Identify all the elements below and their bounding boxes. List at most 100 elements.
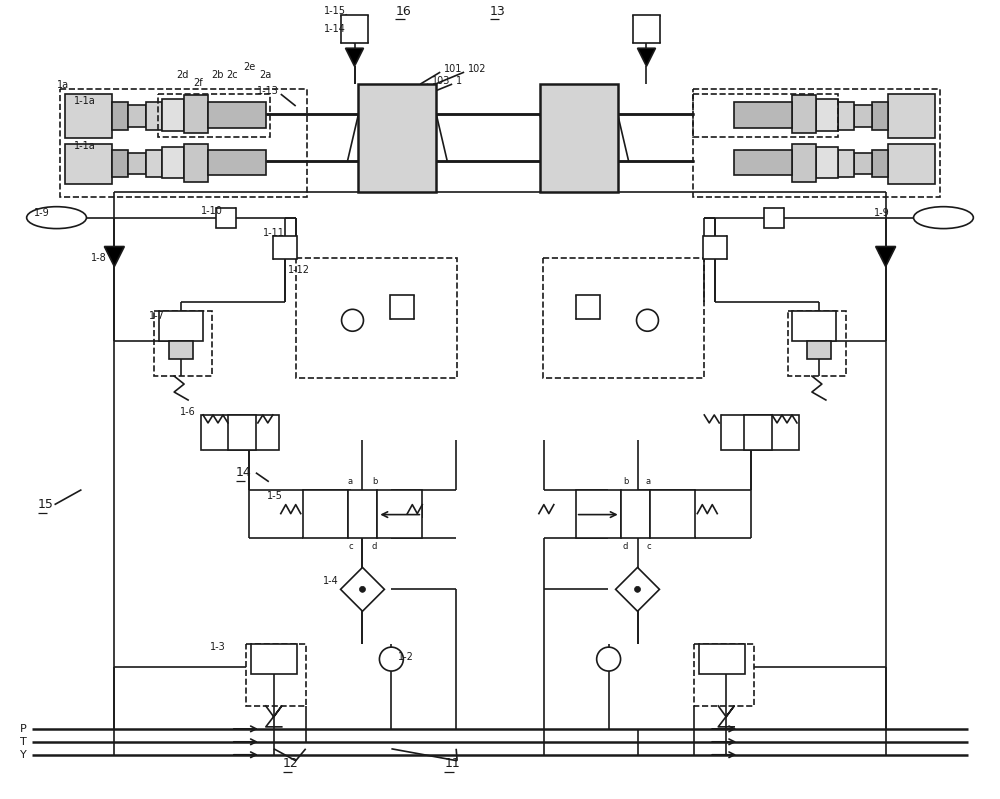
Bar [744, 415, 772, 450]
Text: 1-1a: 1-1a [73, 141, 95, 151]
Bar [65, 94, 112, 138]
Bar [792, 312, 836, 341]
Bar [872, 150, 888, 177]
Bar [816, 147, 838, 177]
Bar [169, 341, 193, 359]
Bar [162, 147, 184, 177]
Bar [60, 89, 307, 197]
Bar [358, 84, 436, 192]
Text: 2f: 2f [193, 78, 203, 88]
Text: 1-4: 1-4 [323, 576, 339, 586]
Bar [693, 94, 838, 137]
Polygon shape [876, 247, 896, 266]
Bar [703, 236, 727, 260]
Bar [112, 102, 128, 130]
Bar [734, 150, 792, 175]
Text: P: P [20, 724, 27, 733]
Bar [216, 208, 236, 228]
Text: 1-2: 1-2 [398, 652, 414, 662]
Bar [694, 644, 754, 706]
Text: c: c [646, 542, 651, 551]
Bar [348, 490, 377, 538]
Text: 14: 14 [236, 467, 252, 479]
Text: 1a: 1a [57, 80, 69, 90]
Bar [699, 644, 745, 674]
Text: 1-9: 1-9 [874, 208, 889, 217]
Text: 1-14: 1-14 [324, 24, 346, 34]
Bar [816, 99, 838, 131]
Text: 1-8: 1-8 [91, 253, 107, 264]
Bar [576, 296, 600, 320]
Bar [621, 490, 650, 538]
Text: d: d [372, 542, 377, 551]
Text: 2a: 2a [259, 70, 271, 80]
Bar [228, 415, 256, 450]
Bar [854, 105, 872, 127]
Bar [128, 105, 146, 127]
Bar [154, 312, 212, 376]
Text: b: b [372, 477, 377, 486]
Bar [854, 153, 872, 174]
Text: 1-1a: 1-1a [73, 96, 95, 106]
Circle shape [379, 647, 403, 671]
Bar [838, 150, 854, 177]
Bar [146, 102, 162, 130]
Bar [888, 144, 935, 184]
Bar [888, 94, 935, 138]
Bar [540, 84, 618, 192]
Text: d: d [623, 542, 628, 551]
Bar [543, 259, 704, 378]
Bar [184, 144, 208, 181]
Circle shape [635, 586, 641, 592]
Text: 1-10: 1-10 [201, 205, 223, 216]
Text: Y: Y [20, 749, 27, 760]
Bar [246, 644, 306, 706]
Bar [764, 208, 784, 228]
Bar [208, 150, 266, 175]
Text: 1-9: 1-9 [34, 208, 50, 217]
Bar [734, 102, 792, 128]
Polygon shape [638, 48, 655, 66]
Polygon shape [341, 567, 384, 611]
Bar [792, 95, 816, 133]
Bar [633, 15, 660, 43]
Text: b: b [623, 477, 628, 486]
Bar [162, 99, 184, 131]
Bar [128, 153, 146, 174]
Text: 1-13: 1-13 [257, 86, 279, 96]
Bar [146, 150, 162, 177]
Text: 1-3: 1-3 [210, 642, 226, 652]
Bar [273, 236, 297, 260]
Bar [872, 102, 888, 130]
Bar [390, 296, 414, 320]
Text: 12: 12 [283, 757, 299, 770]
Text: c: c [348, 542, 353, 551]
Bar [788, 312, 846, 376]
Text: 1-6: 1-6 [180, 407, 196, 417]
Bar [158, 94, 270, 137]
Bar [807, 341, 831, 359]
Bar [251, 644, 297, 674]
Text: 1-11: 1-11 [263, 228, 285, 237]
Text: a: a [646, 477, 651, 486]
Text: T: T [20, 737, 27, 747]
Bar [377, 490, 422, 538]
Text: 102: 102 [468, 64, 487, 74]
Ellipse shape [27, 207, 86, 229]
Text: 11: 11 [444, 757, 460, 770]
Bar [303, 490, 348, 538]
Bar [693, 89, 940, 197]
Bar [201, 415, 279, 450]
Text: 1-5: 1-5 [267, 491, 283, 501]
Text: 103: 103 [432, 76, 451, 86]
Text: a: a [348, 477, 353, 486]
Bar [159, 312, 203, 341]
Bar [838, 102, 854, 130]
Ellipse shape [914, 207, 973, 229]
Bar [792, 144, 816, 181]
Text: 2e: 2e [243, 62, 255, 72]
Circle shape [637, 309, 658, 332]
Text: 2d: 2d [176, 70, 189, 80]
Text: 16: 16 [395, 5, 411, 18]
Circle shape [359, 586, 365, 592]
